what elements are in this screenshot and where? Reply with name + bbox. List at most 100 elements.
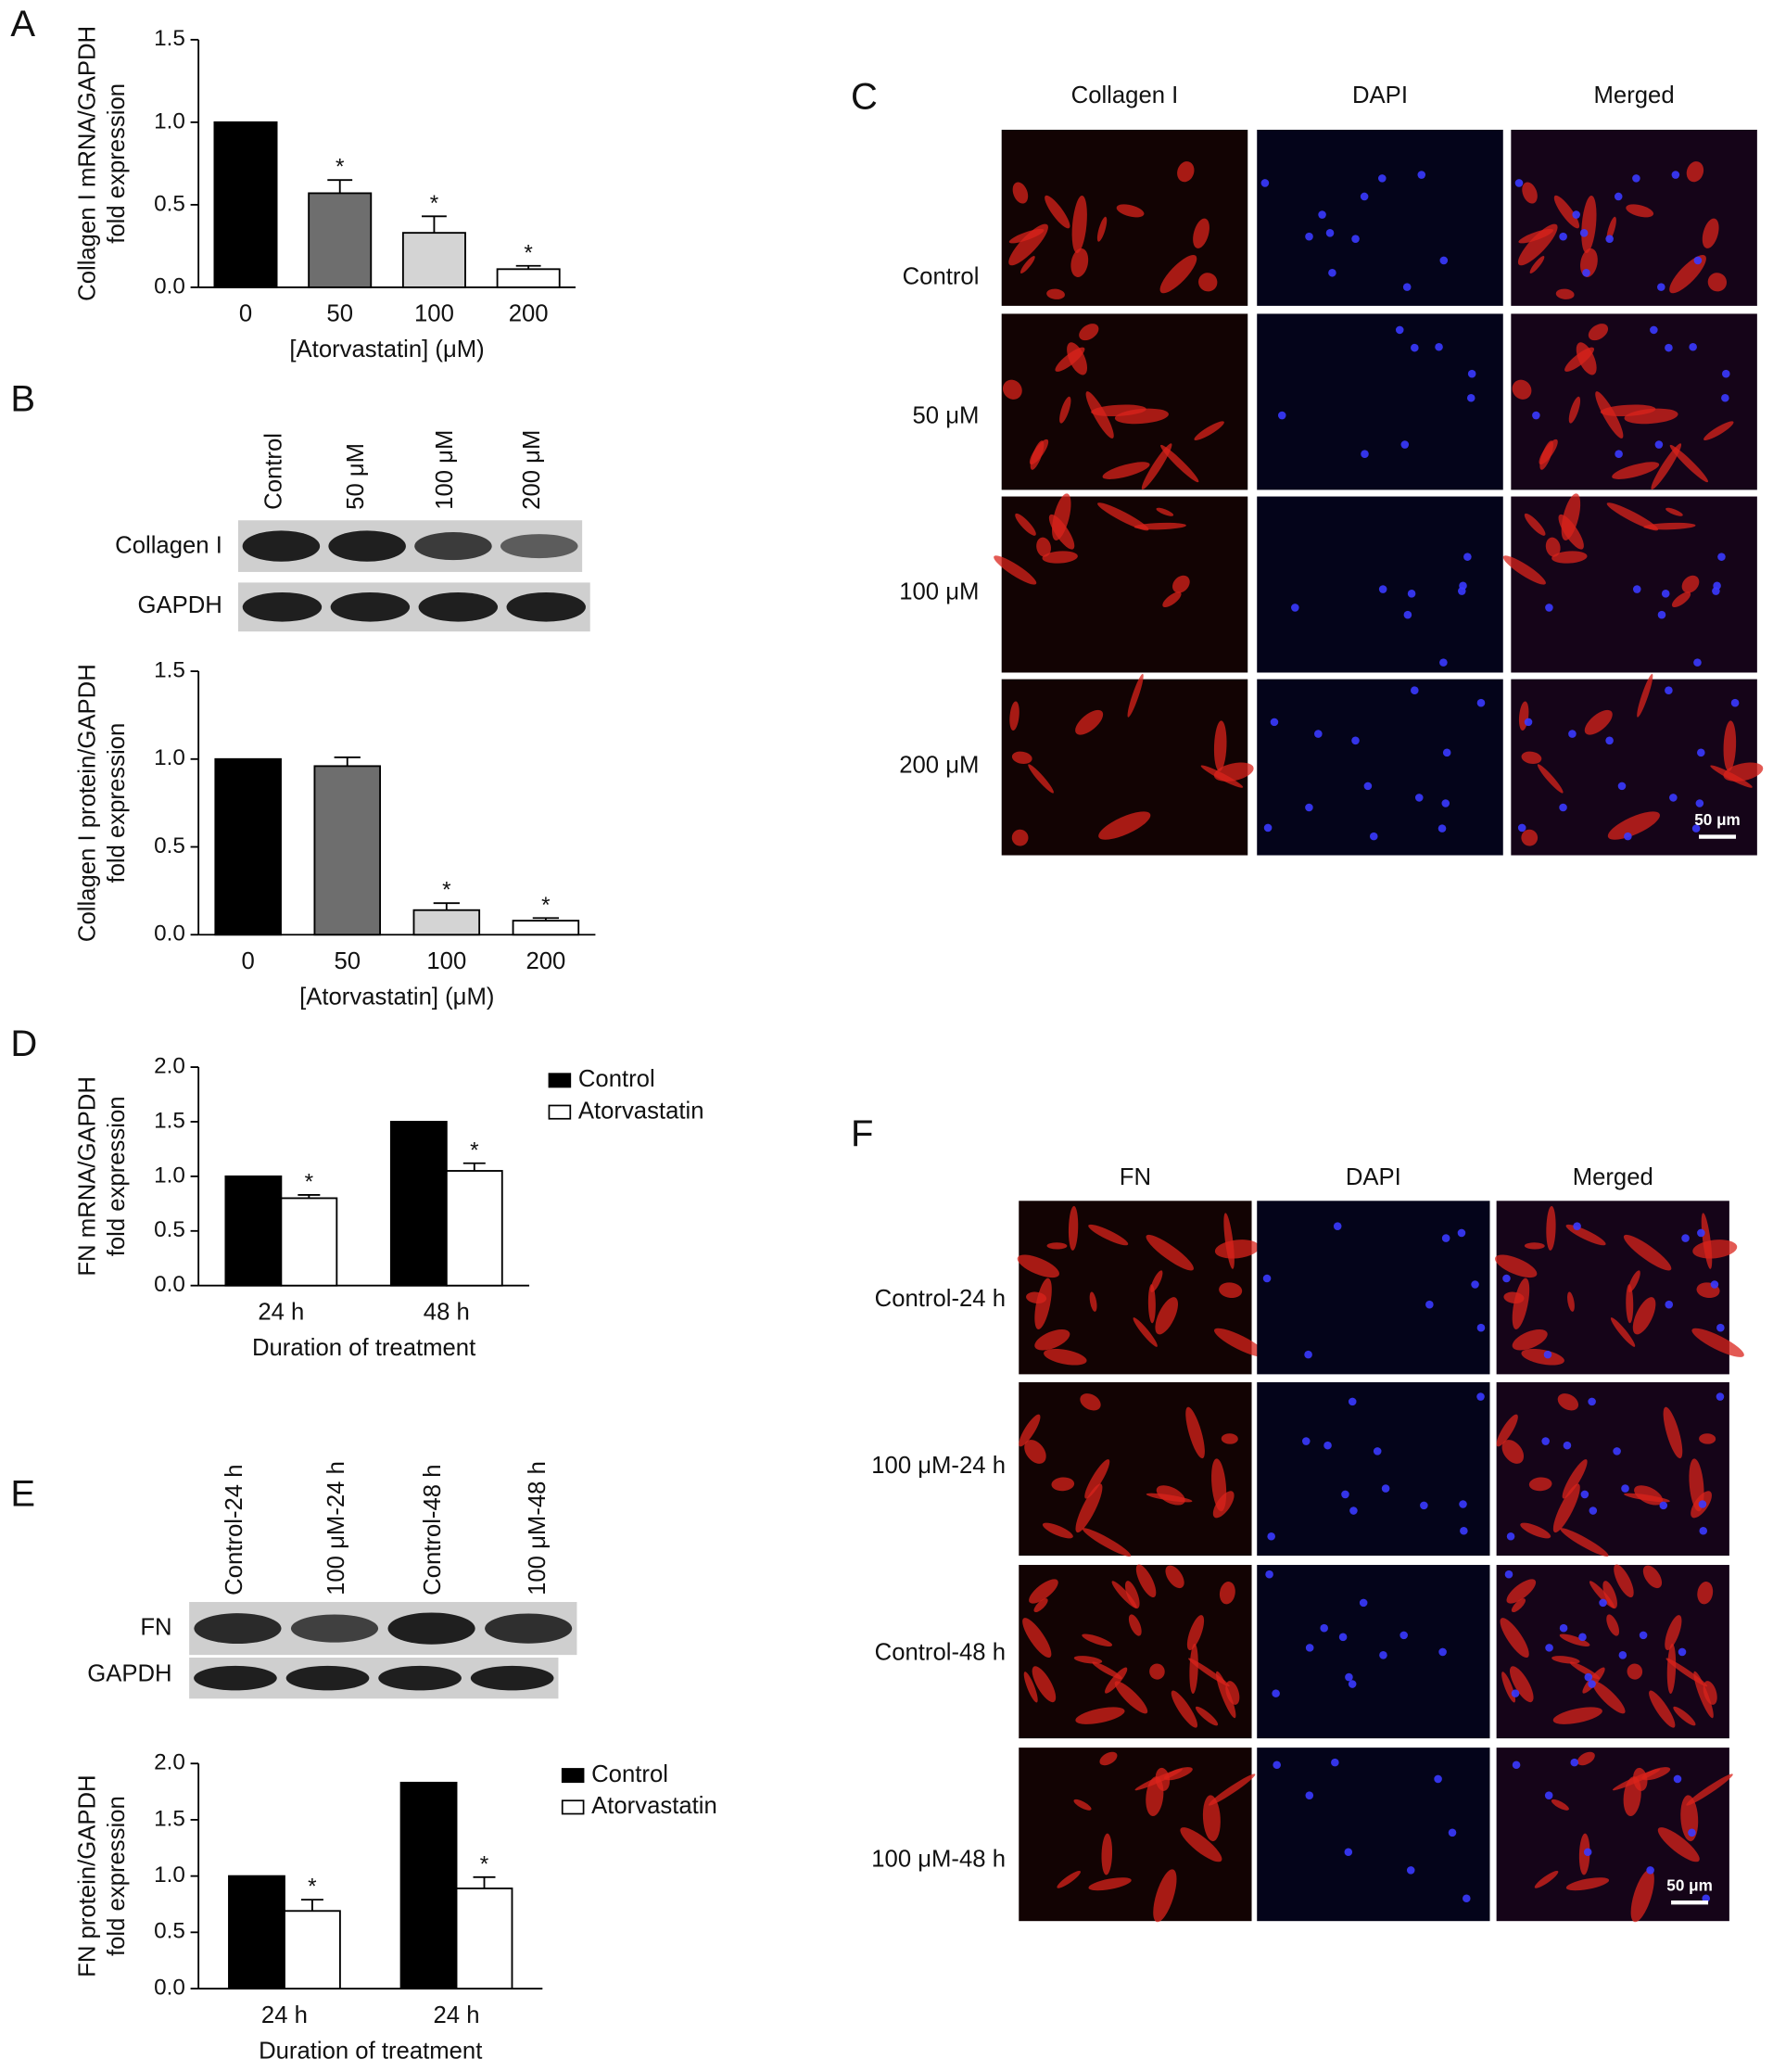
nucleus [1331,1758,1339,1767]
stained-cell [1592,1681,1626,1714]
stained-cell [1070,248,1089,277]
nucleus [1579,229,1589,237]
row-label: 100 μM [899,579,979,605]
blot-band [506,591,586,622]
nucleus [1689,342,1697,351]
stained-cell [1155,1767,1171,1791]
stained-cell [1502,555,1546,585]
x-tick-label: 24 h [434,2002,480,2028]
stained-cell [1641,1767,1671,1781]
nucleus [1646,1866,1654,1875]
nucleus [1614,192,1623,201]
column-header: DAPI [1346,1164,1401,1190]
nucleus [1314,730,1323,738]
stained-cell [1552,1483,1580,1533]
stained-cell [1521,751,1542,764]
bar [496,268,561,288]
nucleus [1632,585,1641,593]
nucleus [1435,342,1443,351]
stained-cell [1669,444,1708,483]
nucleus [1262,1274,1272,1283]
stained-cell [1528,1477,1552,1492]
nucleus [1599,1598,1607,1608]
stained-cell [1552,1707,1602,1724]
stained-cell [1051,1477,1075,1492]
micrograph [1257,1565,1490,1739]
nucleus [1467,369,1476,378]
nucleus [1373,1447,1382,1455]
nucleus [1272,1689,1280,1697]
micrograph [1257,679,1503,856]
stained-cell [1551,551,1588,564]
nucleus [1650,325,1658,335]
nucleus [1463,553,1472,561]
nucleus [1305,803,1313,812]
nucleus [1624,832,1632,841]
nucleus [1693,256,1703,265]
nucleus [1273,1761,1281,1770]
row-label: Control [903,264,980,290]
nucleus [1502,1274,1511,1283]
nucleus [1524,718,1533,727]
stained-cell [1097,502,1149,531]
stained-cell [1133,1317,1158,1347]
stained-cell [1219,1582,1235,1605]
nucleus [1361,450,1369,458]
nucleus [1399,1631,1408,1640]
stained-cell [1048,514,1075,550]
y-tick-label: 0.0 [154,273,185,299]
stained-cell [1630,1869,1654,1923]
stained-cell [1033,1598,1048,1613]
x-axis-label: Duration of treatment [252,1335,475,1361]
stained-cell [1042,551,1078,564]
y-tick-label: 0.5 [154,1217,185,1242]
nucleus [1697,1228,1705,1238]
stained-cell [1624,1493,1670,1503]
stained-cell [1703,421,1734,441]
stained-cell [1055,347,1085,372]
stained-cell [1610,1317,1636,1347]
nucleus [1730,698,1740,707]
stained-cell [1545,537,1561,557]
nucleus [1277,411,1286,420]
nucleus [1305,1644,1314,1652]
stained-cell [1567,1291,1575,1312]
stained-cell [1102,462,1150,479]
stained-cell [1071,195,1087,253]
stained-cell [1623,1234,1672,1271]
x-tick-label: 50 [334,948,361,974]
blot-band [285,1665,370,1691]
stained-cell [1012,182,1029,204]
nucleus [1512,1761,1521,1770]
stained-cell [1046,288,1065,299]
stained-cell [1057,1870,1081,1888]
micrograph [1001,313,1248,490]
stained-cell [1083,1528,1132,1557]
stained-cell [1008,228,1045,244]
stained-cell [1030,440,1045,470]
bar [224,1175,283,1287]
nucleus [1543,1350,1552,1359]
x-tick-label: 100 [426,948,466,974]
nucleus [1661,590,1670,598]
nucleus [1344,1848,1353,1857]
stained-cell [1189,1643,1198,1695]
lane-label: 100 μM-24 h [323,1461,349,1595]
nucleus [1395,325,1404,335]
stained-cell [1011,829,1029,846]
nucleus [1713,581,1721,591]
stained-cell [1223,1213,1235,1269]
y-axis-label: fold expression [104,723,130,883]
nucleus [1439,256,1449,265]
nucleus [1341,1490,1349,1499]
stained-cell [1212,1491,1235,1519]
stained-cell [1208,1773,1256,1806]
stained-cell [1127,673,1144,718]
stained-cell [1171,1690,1198,1728]
scale-bar-label: 50 μm [1666,1876,1713,1895]
x-tick-label: 48 h [424,1299,470,1325]
stained-cell [1193,218,1209,248]
stained-cell [1534,1870,1559,1888]
blot-band [387,1612,475,1645]
nucleus [1613,1447,1621,1455]
